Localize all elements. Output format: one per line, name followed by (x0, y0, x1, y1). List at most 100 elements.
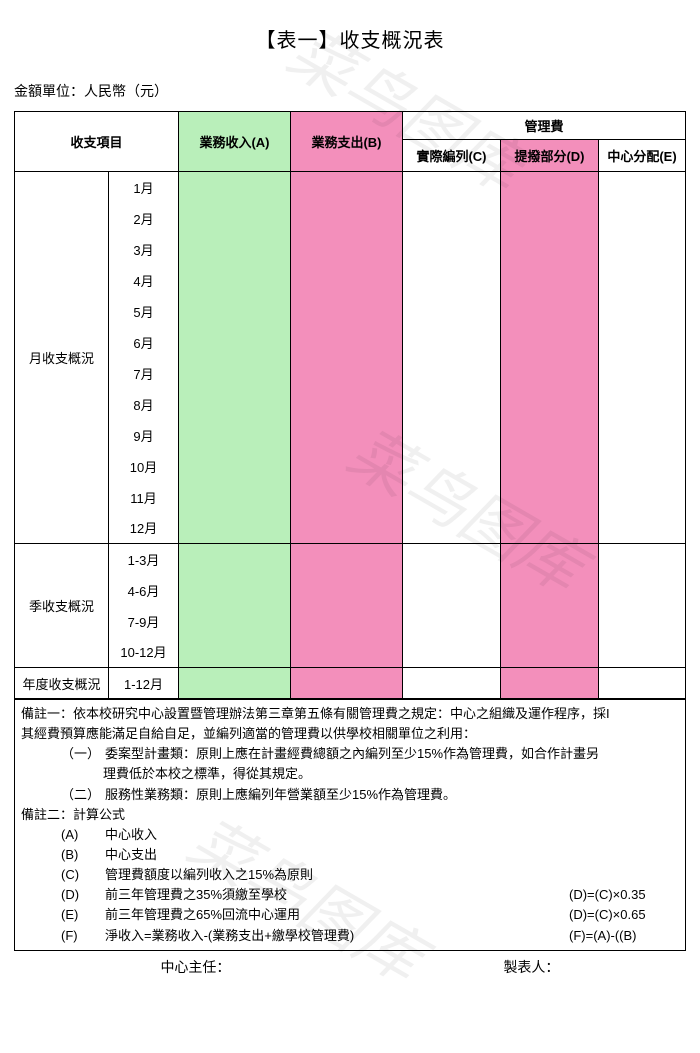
monthly-label: 月收支概況 (15, 172, 109, 544)
formula-right: (D)=(C)×0.35 (569, 885, 679, 905)
formula-row: (E) 前三年管理費之65%回流中心運用 (D)=(C)×0.65 (21, 905, 679, 925)
note1-item1-cont: 理費低於本校之標準，得從其規定。 (21, 764, 679, 784)
annual-label: 年度收支概況 (15, 668, 109, 699)
note1-item2-tag: （二） (21, 785, 105, 805)
page-title: 【表一】收支概況表 (14, 24, 686, 53)
cell-withdraw-d (501, 544, 599, 575)
cell-income-a (179, 637, 291, 668)
formula-tag: (E) (21, 905, 105, 925)
cell-actual-c (403, 420, 501, 451)
cell-expense-b (291, 172, 403, 203)
cell-center-e (599, 575, 686, 606)
formula-tag: (D) (21, 885, 105, 905)
cell-actual-c (403, 358, 501, 389)
cell-withdraw-d (501, 296, 599, 327)
cell-expense-b (291, 420, 403, 451)
formula-right: (F)=(A)-((B) (569, 926, 679, 946)
formula-tag: (B) (21, 845, 105, 865)
quarter-period: 7-9月 (109, 606, 179, 637)
note1-line1: 備註一：依本校研究中心設置暨管理辦法第三章第五條有關管理費之規定：中心之組織及運… (21, 704, 679, 724)
cell-expense-b (291, 358, 403, 389)
cell-actual-c (403, 327, 501, 358)
formula-right (569, 825, 679, 845)
month-period: 2月 (109, 203, 179, 234)
cell-income-a (179, 327, 291, 358)
month-period: 8月 (109, 389, 179, 420)
cell-center-e (599, 637, 686, 668)
cell-expense-b (291, 296, 403, 327)
annual-period: 1-12月 (109, 668, 179, 699)
note1-item1-text: 委案型計畫類：原則上應在計畫經費總額之內編列至少15%作為管理費，如合作計畫另 (105, 744, 679, 764)
cell-actual-c (403, 234, 501, 265)
signature-preparer: 製表人： (377, 957, 686, 977)
cell-center-e (599, 606, 686, 637)
month-period: 1月 (109, 172, 179, 203)
cell-expense-b (291, 544, 403, 575)
header-center-e: 中心分配(E) (599, 140, 686, 172)
month-period: 9月 (109, 420, 179, 451)
cell-expense-b (291, 389, 403, 420)
formula-right (569, 865, 679, 885)
cell-center-e (599, 668, 686, 699)
cell-center-e (599, 234, 686, 265)
cell-actual-c (403, 575, 501, 606)
note2-title: 備註二：計算公式 (21, 805, 679, 825)
cell-actual-c (403, 389, 501, 420)
cell-expense-b (291, 482, 403, 513)
cell-center-e (599, 451, 686, 482)
cell-expense-b (291, 575, 403, 606)
formula-text: 中心支出 (105, 845, 569, 865)
cell-expense-b (291, 451, 403, 482)
cell-withdraw-d (501, 575, 599, 606)
cell-center-e (599, 203, 686, 234)
cell-actual-c (403, 668, 501, 699)
header-income-a: 業務收入(A) (179, 112, 291, 172)
cell-withdraw-d (501, 451, 599, 482)
cell-withdraw-d (501, 265, 599, 296)
cell-center-e (599, 513, 686, 544)
cell-withdraw-d (501, 327, 599, 358)
signature-row: 中心主任： 製表人： (14, 951, 686, 977)
cell-actual-c (403, 265, 501, 296)
formula-right: (D)=(C)×0.65 (569, 905, 679, 925)
formula-text: 前三年管理費之65%回流中心運用 (105, 905, 569, 925)
formula-text: 淨收入=業務收入-(業務支出+繳學校管理費) (105, 926, 569, 946)
formula-row: (C) 管理費額度以編列收入之15%為原則 (21, 865, 679, 885)
formula-tag: (F) (21, 926, 105, 946)
formula-row: (A) 中心收入 (21, 825, 679, 845)
formula-text: 前三年管理費之35%須繳至學校 (105, 885, 569, 905)
quarter-period: 10-12月 (109, 637, 179, 668)
formula-right (569, 845, 679, 865)
formula-row: (B) 中心支出 (21, 845, 679, 865)
cell-income-a (179, 296, 291, 327)
cell-expense-b (291, 668, 403, 699)
month-period: 7月 (109, 358, 179, 389)
cell-income-a (179, 544, 291, 575)
cell-withdraw-d (501, 606, 599, 637)
month-period: 11月 (109, 482, 179, 513)
note1-item2-text: 服務性業務類：原則上應編列年營業額至少15%作為管理費。 (105, 785, 679, 805)
cell-withdraw-d (501, 668, 599, 699)
cell-income-a (179, 575, 291, 606)
cell-actual-c (403, 637, 501, 668)
header-actual-c: 實際編列(C) (403, 140, 501, 172)
cell-income-a (179, 203, 291, 234)
cell-actual-c (403, 172, 501, 203)
header-item: 收支項目 (15, 112, 179, 172)
quarter-period: 1-3月 (109, 544, 179, 575)
cell-expense-b (291, 606, 403, 637)
formula-row: (F) 淨收入=業務收入-(業務支出+繳學校管理費) (F)=(A)-((B) (21, 926, 679, 946)
cell-expense-b (291, 327, 403, 358)
cell-income-a (179, 451, 291, 482)
cell-expense-b (291, 203, 403, 234)
quarter-period: 4-6月 (109, 575, 179, 606)
cell-center-e (599, 420, 686, 451)
cell-center-e (599, 172, 686, 203)
formula-tag: (A) (21, 825, 105, 845)
cell-income-a (179, 668, 291, 699)
cell-income-a (179, 265, 291, 296)
cell-actual-c (403, 296, 501, 327)
note1-line2: 其經費預算應能滿足自給自足，並編列適當的管理費以供學校相關單位之利用： (21, 724, 679, 744)
cell-expense-b (291, 265, 403, 296)
cell-withdraw-d (501, 637, 599, 668)
